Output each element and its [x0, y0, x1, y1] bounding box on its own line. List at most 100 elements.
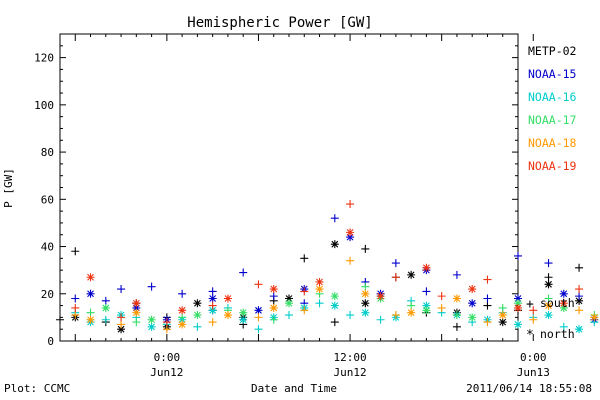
- data-point-north: [559, 289, 568, 298]
- data-point-south: [391, 259, 400, 268]
- data-point-north: [407, 270, 416, 279]
- data-point-north: [178, 320, 187, 329]
- legend: METP-02 NOAA-15 NOAA-16 NOAA-17 NOAA-18 NOAA-…: [526, 44, 577, 343]
- data-point-north: [223, 311, 232, 320]
- data-point-north: [193, 311, 202, 320]
- y-tick-label: 0: [47, 335, 54, 348]
- data-point-south: [422, 287, 431, 296]
- data-point-north: [101, 303, 110, 312]
- data-point-north: [330, 292, 339, 301]
- data-point-south: [162, 325, 171, 334]
- data-point-south: [452, 270, 461, 279]
- data-point-north: [559, 303, 568, 312]
- data-point-north: [132, 308, 141, 317]
- data-point-south: [101, 315, 110, 324]
- data-point-south: [544, 273, 553, 282]
- data-point-north: [498, 318, 507, 327]
- data-point-north: [315, 285, 324, 294]
- data-point-south: [254, 325, 263, 334]
- data-point-south: [208, 301, 217, 310]
- data-point-north: [254, 306, 263, 315]
- data-points: [56, 200, 599, 334]
- data-point-north: [178, 306, 187, 315]
- data-point-north: [269, 303, 278, 312]
- data-point-south: [315, 299, 324, 308]
- data-point-north: [330, 301, 339, 310]
- data-point-south: [437, 303, 446, 312]
- data-point-south: [346, 200, 355, 209]
- data-point-north: [147, 315, 156, 324]
- data-point-north: [468, 285, 477, 294]
- data-point-south: [575, 292, 584, 301]
- data-point-south: [544, 294, 553, 303]
- data-point-south: [71, 303, 80, 312]
- data-point-north: [575, 325, 584, 334]
- data-point-south: [117, 320, 126, 329]
- data-point-south: [208, 287, 217, 296]
- y-tick-label: 100: [34, 99, 54, 112]
- data-point-north: [468, 313, 477, 322]
- y-tick-label: 20: [41, 288, 54, 301]
- x-tick-date-label: Jun12: [150, 366, 183, 379]
- chart-title: Hemispheric Power [GW]: [187, 15, 372, 31]
- data-point-south: [71, 247, 80, 256]
- data-point-south: [376, 315, 385, 324]
- data-point-south: [498, 303, 507, 312]
- data-point-south: [544, 259, 553, 268]
- data-point-north: [544, 280, 553, 289]
- data-point-south: [529, 306, 538, 315]
- data-point-north: [285, 299, 293, 308]
- data-point-north: [86, 289, 95, 298]
- data-point-south: [483, 301, 492, 310]
- data-point-north: [193, 299, 202, 308]
- data-point-south: [575, 306, 584, 315]
- data-point-south: [483, 294, 492, 303]
- data-point-south: [269, 315, 278, 324]
- data-point-south: [117, 313, 126, 322]
- data-point-south: [208, 318, 217, 327]
- legend-series-label: NOAA-15: [528, 67, 576, 81]
- data-point-south: [391, 311, 400, 320]
- data-point-north: [422, 301, 431, 310]
- data-point-north: [147, 322, 156, 331]
- data-point-south: [117, 285, 126, 294]
- data-point-south: [361, 244, 370, 253]
- data-point-south: [132, 318, 141, 327]
- data-point-north: [346, 233, 355, 242]
- data-point-north: [514, 303, 522, 312]
- data-point-north: [376, 292, 385, 301]
- data-point-north: [239, 308, 248, 317]
- data-point-north: [575, 296, 584, 305]
- data-point-north: [514, 294, 522, 303]
- data-point-south: [300, 254, 309, 263]
- data-point-south: [514, 251, 522, 260]
- data-point-south: [452, 311, 461, 320]
- axes: 0 20 40 60 80 100 120 0:00 Jun12 12:00 Jun12 0:00 Ju…: [34, 33, 550, 379]
- data-point-north: [422, 306, 431, 315]
- data-point-north: [330, 240, 339, 249]
- legend-hemisphere-label: north: [540, 327, 575, 341]
- legend-series-label: METP-02: [528, 44, 576, 58]
- y-tick-label: 40: [41, 241, 54, 254]
- data-point-north: [361, 299, 370, 308]
- footer-timestamp: 2011/06/14 18:55:08: [466, 382, 592, 395]
- data-point-north: [86, 273, 95, 282]
- x-tick-time-label: 12:00: [334, 351, 367, 364]
- y-axis-label: P [GW]: [2, 168, 15, 208]
- data-point-south: [529, 315, 538, 324]
- data-point-north: [590, 313, 599, 322]
- data-point-south: [269, 292, 278, 301]
- data-point-south: [452, 322, 461, 331]
- data-point-south: [559, 322, 568, 331]
- y-tick-label: 80: [41, 146, 54, 159]
- data-point-north: [559, 299, 568, 308]
- data-point-north: [285, 294, 293, 303]
- data-point-north: [544, 301, 553, 310]
- data-point-north: [208, 306, 217, 315]
- data-point-north: [223, 294, 232, 303]
- data-point-south: [71, 311, 80, 320]
- data-point-south: [162, 318, 171, 327]
- data-point-south: [361, 282, 370, 291]
- x-tick-date-label: Jun13: [517, 366, 550, 379]
- data-point-south: [300, 287, 309, 296]
